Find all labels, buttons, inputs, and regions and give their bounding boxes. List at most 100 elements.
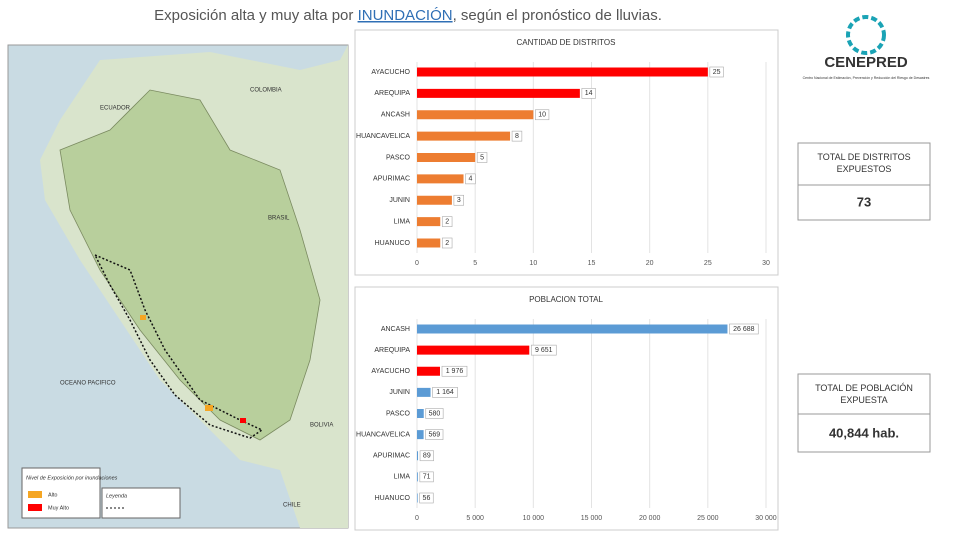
category-label: PASCO bbox=[386, 154, 411, 161]
map-area bbox=[205, 405, 213, 411]
logo-mark bbox=[846, 15, 886, 55]
value-label: 3 bbox=[457, 197, 461, 204]
category-label: LIMA bbox=[394, 474, 411, 481]
kpi-box bbox=[797, 373, 931, 453]
category-label: JUNIN bbox=[389, 197, 410, 204]
bar bbox=[417, 366, 440, 376]
category-label: ANCASH bbox=[381, 326, 410, 333]
legend-swatch bbox=[28, 491, 42, 498]
bar bbox=[417, 88, 580, 98]
category-label: HUANUCO bbox=[375, 495, 411, 502]
value-label-box bbox=[432, 387, 458, 398]
category-label: ANCASH bbox=[381, 112, 410, 119]
x-tick-label: 10 000 bbox=[523, 515, 545, 522]
logo-subtitle: Centro Nacional de Estimación, Prevenció… bbox=[803, 76, 930, 80]
x-tick-label: 0 bbox=[415, 260, 419, 267]
value-label-box bbox=[530, 344, 557, 356]
value-label-box bbox=[465, 173, 476, 185]
value-label: 1 164 bbox=[436, 389, 454, 396]
kpi-box bbox=[797, 142, 931, 221]
value-label-box bbox=[419, 471, 434, 483]
x-tick-label: 5 bbox=[473, 260, 477, 267]
category-label: JUNIN bbox=[389, 389, 410, 396]
value-label-box bbox=[535, 109, 550, 121]
bar bbox=[417, 345, 530, 355]
category-label: APURIMAC bbox=[373, 453, 410, 460]
value-label: 26 688 bbox=[733, 326, 755, 333]
value-label-box bbox=[476, 152, 488, 163]
map-label: COLOMBIA bbox=[250, 88, 282, 94]
bar bbox=[417, 387, 431, 397]
bar bbox=[417, 153, 476, 162]
category-label: HUANUCO bbox=[375, 240, 411, 247]
category-label: AREQUIPA bbox=[374, 90, 410, 97]
value-label: 9 651 bbox=[535, 347, 553, 354]
x-tick-label: 20 bbox=[646, 260, 654, 267]
value-label-box bbox=[419, 492, 434, 504]
bar bbox=[417, 409, 424, 418]
bar bbox=[417, 67, 708, 77]
slide-title: Exposición alta y muy alta por INUNDACIÓ… bbox=[154, 7, 662, 24]
kpi-label: TOTAL DE DISTRITOS EXPUESTOS bbox=[817, 152, 911, 174]
map-legend-2 bbox=[101, 487, 181, 519]
value-label: 2 bbox=[445, 218, 449, 225]
map-legend-title: Leyenda bbox=[106, 493, 127, 499]
x-tick-label: 25 bbox=[704, 260, 712, 267]
value-label-box bbox=[441, 216, 453, 227]
value-label: 10 bbox=[538, 112, 546, 119]
map-label: BOLIVIA bbox=[310, 423, 333, 429]
focus-outline bbox=[93, 253, 264, 439]
category-label: LIMA bbox=[394, 218, 411, 225]
title-highlight: INUNDACIÓN bbox=[358, 7, 453, 24]
value-label-box bbox=[425, 408, 444, 419]
value-label: 5 bbox=[480, 154, 484, 161]
category-label: APURIMAC bbox=[373, 176, 410, 183]
x-tick-label: 15 bbox=[588, 260, 596, 267]
category-label: HUANCAVELICA bbox=[356, 431, 410, 438]
title-part: Exposición alta y muy alta por bbox=[154, 7, 357, 24]
legend-swatch bbox=[28, 504, 42, 511]
value-label: 89 bbox=[423, 453, 431, 460]
x-tick-label: 0 bbox=[415, 515, 419, 522]
category-label: HUANCAVELICA bbox=[356, 133, 410, 140]
value-label: 1 976 bbox=[446, 368, 464, 375]
value-label-box bbox=[419, 450, 434, 462]
bar bbox=[417, 131, 511, 141]
kpi-label-wrap: TOTAL DE DISTRITOS EXPUESTOS bbox=[817, 152, 911, 174]
bar bbox=[417, 430, 424, 440]
chart-panel bbox=[354, 286, 779, 531]
value-label-box bbox=[511, 130, 523, 142]
map-label: ECUADOR bbox=[100, 106, 131, 112]
value-label: 56 bbox=[423, 495, 431, 502]
value-label: 2 bbox=[445, 240, 449, 247]
kpi-label: TOTAL DE POBLACIÓN EXPUESTA bbox=[815, 383, 913, 405]
value-label-box bbox=[729, 323, 759, 335]
legend-item: Alto bbox=[48, 492, 57, 498]
bar bbox=[417, 110, 534, 120]
value-label-box bbox=[441, 237, 453, 249]
bar bbox=[417, 217, 441, 227]
kpi-label-wrap: TOTAL DE POBLACIÓN EXPUESTA bbox=[815, 383, 913, 405]
x-tick-label: 20 000 bbox=[639, 515, 661, 522]
value-label: 71 bbox=[423, 474, 431, 481]
bar bbox=[417, 451, 419, 461]
chart-title: CANTIDAD DE DISTRITOS bbox=[517, 38, 616, 47]
x-tick-label: 25 000 bbox=[697, 515, 719, 522]
category-label: AYACUCHO bbox=[371, 368, 410, 375]
peru bbox=[59, 89, 321, 441]
legend-item: Muy Alto bbox=[48, 505, 69, 511]
value-label: 580 bbox=[429, 410, 441, 417]
title-part: , según el pronóstico de lluvias. bbox=[453, 7, 662, 24]
kpi-value: 73 bbox=[857, 194, 871, 209]
value-label: 8 bbox=[515, 133, 519, 140]
value-label: 569 bbox=[428, 431, 440, 438]
bar bbox=[417, 174, 464, 184]
category-label: AYACUCHO bbox=[371, 69, 410, 76]
x-tick-label: 30 bbox=[762, 260, 770, 267]
map: COLOMBIA ECUADOR BRASIL BOLIVIA OCEANO P… bbox=[7, 44, 349, 529]
value-label-box bbox=[425, 429, 444, 440]
bar bbox=[417, 238, 441, 248]
x-tick-label: 5 000 bbox=[466, 515, 484, 522]
x-tick-label: 10 bbox=[529, 260, 537, 267]
